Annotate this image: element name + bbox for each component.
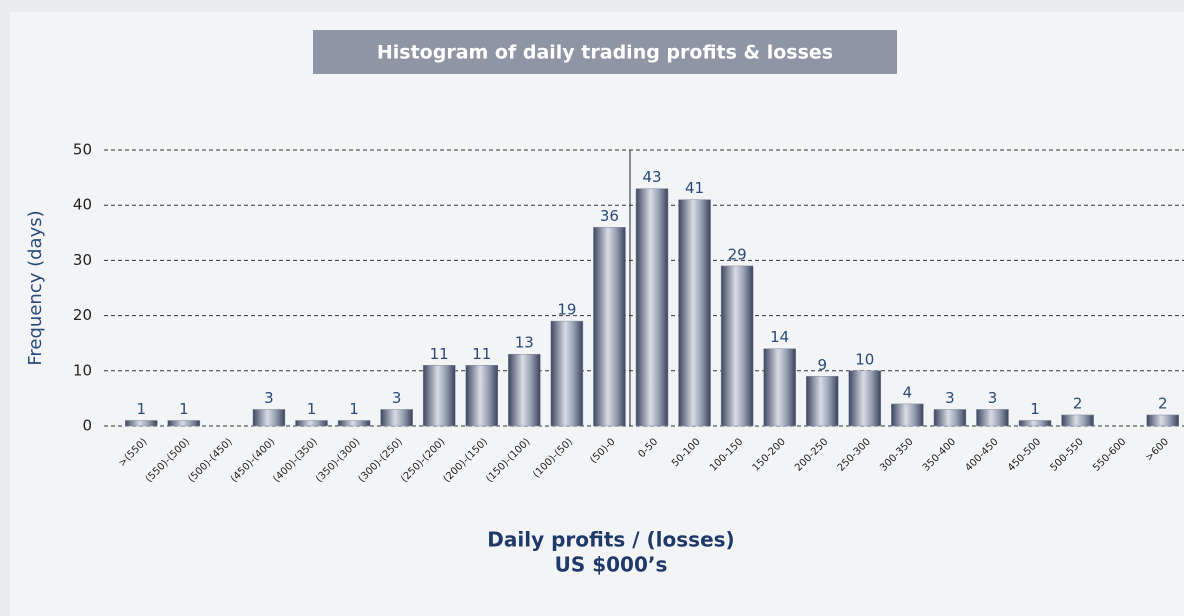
bar xyxy=(1061,414,1094,427)
y-tick-label: 0 xyxy=(82,417,92,435)
data-label: 2 xyxy=(1158,394,1168,412)
bar xyxy=(1018,420,1052,427)
bar xyxy=(848,370,882,427)
chart-title: Histogram of daily trading profits & los… xyxy=(377,42,833,64)
title-box xyxy=(313,30,897,74)
data-label: 4 xyxy=(903,383,913,401)
data-label: 3 xyxy=(988,389,998,407)
bar xyxy=(763,348,796,427)
bar xyxy=(465,365,499,427)
data-label: 13 xyxy=(515,334,534,352)
bar xyxy=(508,353,541,427)
bar xyxy=(635,188,669,427)
data-label: 10 xyxy=(855,350,874,368)
data-label: 2 xyxy=(1073,394,1083,412)
data-label: 11 xyxy=(430,345,449,363)
bar xyxy=(891,403,924,427)
bar xyxy=(337,420,371,427)
bar xyxy=(1146,414,1179,427)
y-tick-label: 20 xyxy=(73,306,92,324)
data-label: 41 xyxy=(685,179,704,197)
data-label: 1 xyxy=(137,400,147,418)
data-label: 3 xyxy=(945,389,955,407)
bar xyxy=(295,420,328,427)
data-label: 14 xyxy=(770,328,789,346)
bar xyxy=(933,409,967,427)
data-label: 9 xyxy=(817,356,827,374)
y-axis-title: Frequency (days) xyxy=(25,210,46,365)
bar xyxy=(125,420,158,427)
data-label: 1 xyxy=(1030,400,1040,418)
data-label: 11 xyxy=(472,345,491,363)
y-tick-label: 50 xyxy=(73,141,92,159)
bar xyxy=(167,420,201,427)
bar xyxy=(593,227,626,427)
x-axis-title: Daily profits / (losses) xyxy=(487,528,734,552)
bar xyxy=(720,265,754,427)
data-label: 29 xyxy=(728,245,747,263)
data-label: 3 xyxy=(392,389,402,407)
y-tick-label: 30 xyxy=(73,251,92,269)
x-axis-title: US $000’s xyxy=(555,553,668,577)
data-label: 36 xyxy=(600,207,619,225)
data-label: 1 xyxy=(179,400,189,418)
data-label: 3 xyxy=(264,389,274,407)
data-label: 19 xyxy=(557,301,576,319)
bar xyxy=(422,365,456,427)
data-label: 43 xyxy=(642,168,661,186)
data-label: 1 xyxy=(349,400,359,418)
bar xyxy=(550,320,584,427)
bar xyxy=(252,409,286,427)
data-label: 1 xyxy=(307,400,317,418)
bar xyxy=(678,199,711,427)
bar xyxy=(380,409,413,427)
bar xyxy=(976,409,1009,427)
y-tick-label: 10 xyxy=(73,361,92,379)
y-tick-label: 40 xyxy=(73,196,92,214)
bar xyxy=(805,376,839,427)
